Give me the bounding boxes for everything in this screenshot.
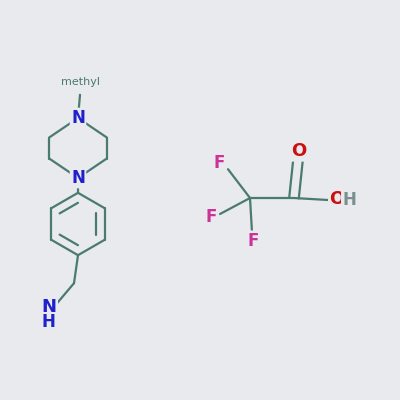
Text: N: N (71, 169, 85, 187)
Text: N: N (41, 298, 56, 316)
Text: H: H (42, 313, 56, 331)
Text: F: F (248, 232, 259, 250)
Text: O: O (329, 190, 344, 208)
Text: H: H (342, 191, 356, 209)
Text: methyl: methyl (61, 77, 100, 87)
Text: O: O (291, 142, 306, 160)
Text: F: F (206, 208, 217, 226)
Text: F: F (214, 154, 225, 172)
Text: N: N (71, 109, 85, 127)
